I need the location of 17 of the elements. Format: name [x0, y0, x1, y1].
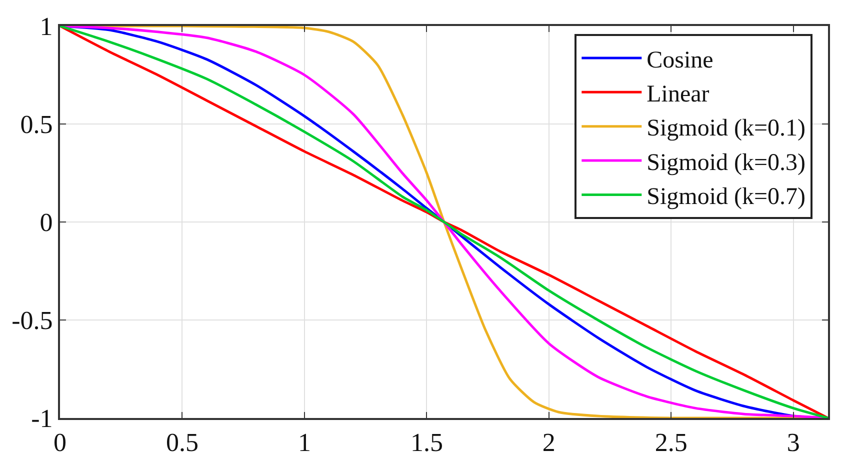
y-tick-label: 1 — [40, 12, 53, 42]
x-tick-label: 0.5 — [166, 428, 198, 458]
x-tick-label: 3 — [786, 428, 800, 458]
x-tick-label: 1.5 — [410, 428, 443, 458]
x-tick-label: 1 — [298, 428, 311, 458]
y-tick-label: 0 — [40, 208, 53, 238]
y-tick-label: -1 — [31, 404, 53, 434]
legend-label: Sigmoid (k=0.3) — [646, 150, 806, 176]
y-tick-label: 0.5 — [20, 110, 53, 140]
legend-label: Sigmoid (k=0.7) — [646, 184, 806, 210]
legend-label: Cosine — [646, 47, 714, 74]
y-tick-label: -0.5 — [12, 306, 53, 336]
line-series — [60, 26, 828, 418]
legend-label: Sigmoid (k=0.1) — [646, 116, 806, 142]
legend-label: Linear — [646, 82, 710, 108]
x-tick-label: 2 — [542, 428, 556, 458]
x-tick-label: 2.5 — [654, 428, 688, 458]
